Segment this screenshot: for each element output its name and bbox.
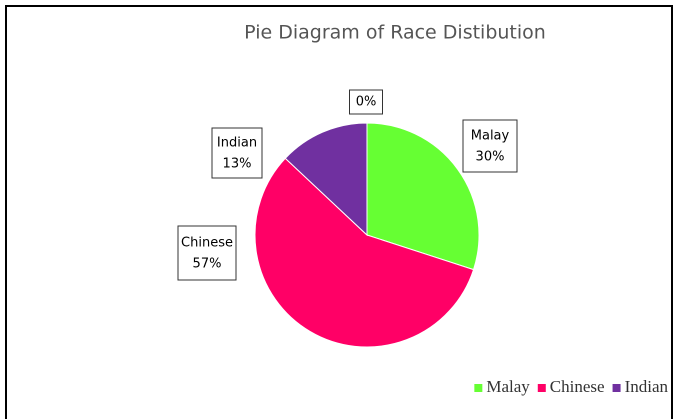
data-label-value: 0% bbox=[356, 95, 377, 110]
data-label-box bbox=[349, 89, 383, 115]
pie-slice bbox=[366, 122, 480, 271]
legend-swatch bbox=[537, 384, 546, 392]
data-label-name: Malay bbox=[471, 129, 510, 144]
legend-label: Malay bbox=[486, 377, 530, 396]
legend-swatch bbox=[612, 384, 621, 392]
pie-slice bbox=[254, 157, 475, 348]
legend-swatch bbox=[474, 384, 483, 392]
pie-slice bbox=[284, 122, 368, 237]
data-label-value: 13% bbox=[223, 157, 252, 172]
data-label-box bbox=[462, 119, 518, 173]
data-label-name: Chinese bbox=[181, 236, 233, 251]
data-label-value: 30% bbox=[476, 150, 505, 165]
chart-title: Pie Diagram of Race Distibution bbox=[244, 22, 546, 44]
legend-label: Chinese bbox=[550, 377, 605, 396]
data-label-value: 57% bbox=[193, 257, 222, 272]
legend-label: Indian bbox=[625, 377, 669, 396]
data-label-box bbox=[211, 127, 263, 179]
data-label-name: Indian bbox=[217, 136, 257, 151]
data-label-box bbox=[177, 225, 237, 281]
